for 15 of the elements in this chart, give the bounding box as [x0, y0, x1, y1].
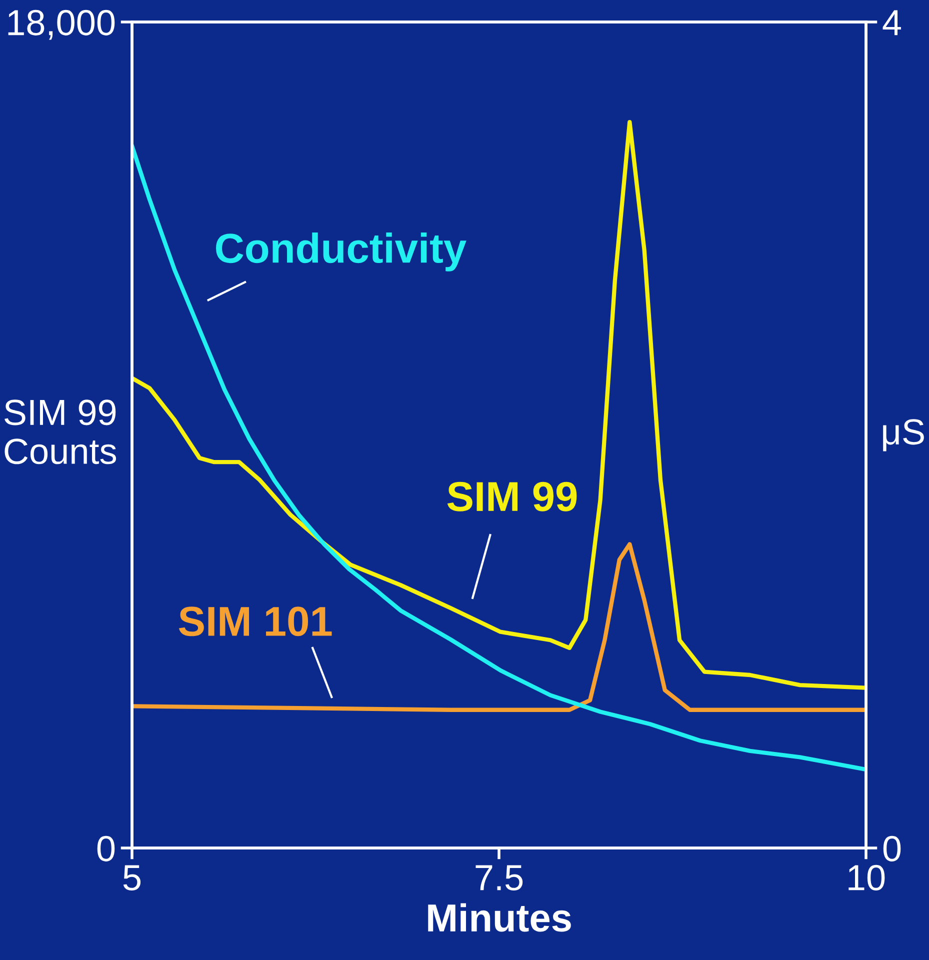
- line-series: [132, 144, 866, 772]
- series-label: SIM 101: [178, 606, 332, 636]
- y-axis-title: SIM 99 Counts: [4, 400, 116, 464]
- line-series: [132, 120, 866, 690]
- y-tick-label: 18,000: [8, 10, 115, 40]
- y2-axis-title: μS: [883, 419, 924, 452]
- x-tick-label: 7.5: [476, 865, 523, 890]
- x-axis-title: Minutes: [428, 903, 571, 932]
- series-label: SIM 99: [447, 482, 577, 512]
- y2-tick-label: 0: [883, 836, 901, 862]
- line-series: [132, 542, 866, 712]
- x-tick-label: 10: [848, 864, 885, 890]
- series-label: Conductivity: [216, 232, 466, 272]
- y2-tick-label: 4: [882, 10, 901, 36]
- x-tick-label: 5: [123, 865, 141, 890]
